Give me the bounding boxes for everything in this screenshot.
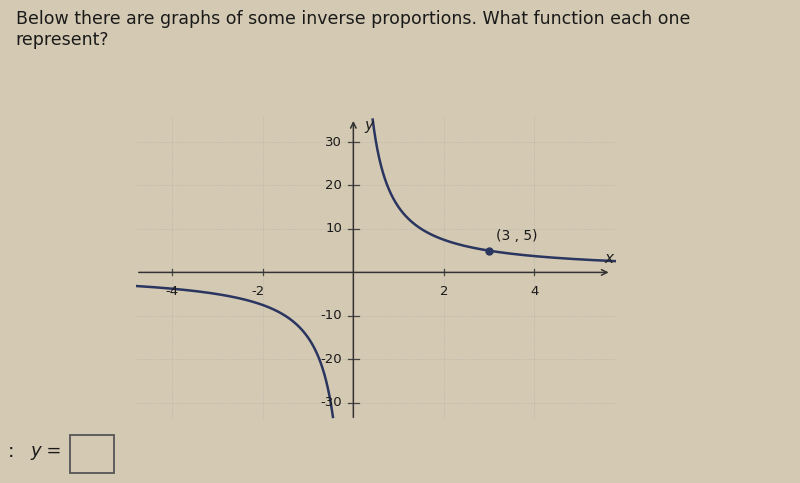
Text: :: : xyxy=(8,441,14,461)
Text: y: y xyxy=(365,118,374,133)
Text: 2: 2 xyxy=(440,284,448,298)
Text: 10: 10 xyxy=(325,223,342,235)
Text: y =: y = xyxy=(30,442,62,460)
Text: -30: -30 xyxy=(321,397,342,409)
Text: Below there are graphs of some inverse proportions. What function each one
repre: Below there are graphs of some inverse p… xyxy=(16,10,690,49)
Text: 30: 30 xyxy=(325,136,342,148)
FancyBboxPatch shape xyxy=(70,436,114,472)
Text: (3 , 5): (3 , 5) xyxy=(496,229,538,243)
Text: 20: 20 xyxy=(325,179,342,192)
Text: x: x xyxy=(605,251,614,266)
Text: 4: 4 xyxy=(530,284,538,298)
Text: -20: -20 xyxy=(321,353,342,366)
Text: -4: -4 xyxy=(166,284,178,298)
Text: -2: -2 xyxy=(252,284,265,298)
Text: -10: -10 xyxy=(321,310,342,322)
